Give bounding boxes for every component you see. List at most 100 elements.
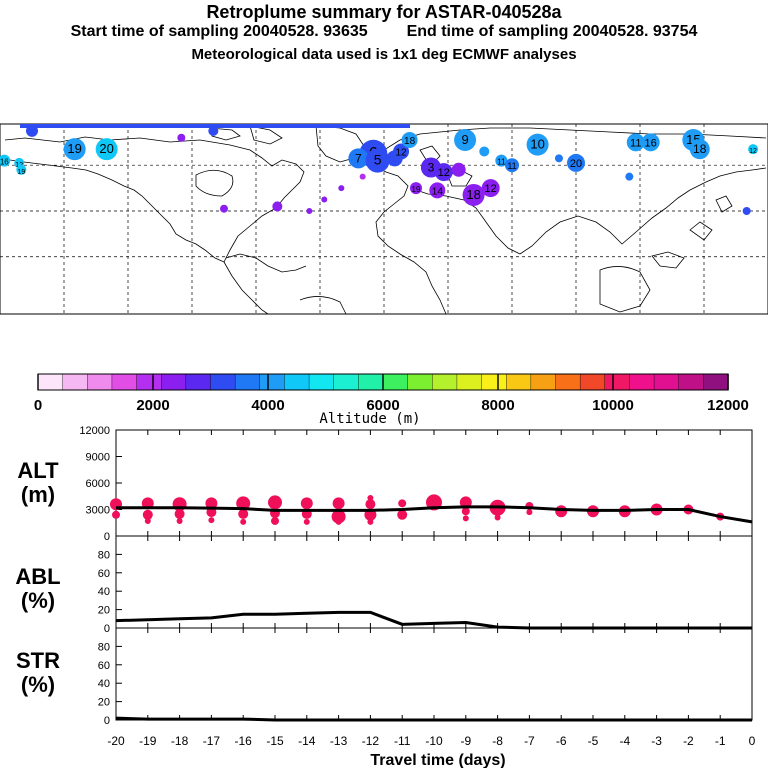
x-tick-label: -12 bbox=[362, 734, 380, 748]
map-point bbox=[505, 158, 519, 173]
map-point bbox=[401, 132, 418, 149]
y-tick-label: 0 bbox=[104, 623, 110, 635]
alt-marker bbox=[332, 497, 345, 510]
alt-marker bbox=[112, 510, 120, 519]
map-point-label: 19 bbox=[17, 169, 25, 176]
map-point bbox=[410, 182, 422, 195]
map-point bbox=[554, 154, 563, 163]
map-point bbox=[365, 148, 390, 173]
alt-marker bbox=[335, 518, 342, 525]
map-point-label: 18 bbox=[404, 136, 416, 147]
y-tick-label: 3000 bbox=[86, 505, 110, 517]
colorbar-tick-label: 6000 bbox=[366, 397, 399, 414]
alt-marker bbox=[331, 509, 346, 524]
colorbar-label: Altitude (m) bbox=[319, 411, 420, 427]
colorbar-cell bbox=[259, 373, 286, 391]
panel-frame bbox=[115, 627, 753, 721]
x-tick-label: -18 bbox=[171, 734, 189, 748]
time-series-panels: 0 3000 6000 9000 12000 0 20 40 60 80 0 20 40 60 80 -… bbox=[15, 425, 755, 768]
map-point bbox=[0, 154, 11, 167]
x-tick-label: -10 bbox=[425, 734, 443, 748]
x-tick-label: -5 bbox=[588, 734, 599, 748]
alt-marker bbox=[271, 516, 279, 525]
alt-marker bbox=[461, 507, 470, 516]
colorbar-tick-label: 10000 bbox=[592, 397, 634, 414]
map-point bbox=[338, 185, 345, 192]
abl-panel-unit: (%) bbox=[21, 588, 55, 613]
alt-marker bbox=[494, 514, 501, 521]
map-point-label: 11 bbox=[497, 158, 506, 167]
x-tick-label: -1 bbox=[715, 734, 726, 748]
colorbar-tick-label: 2000 bbox=[136, 397, 169, 414]
alt-marker bbox=[300, 497, 313, 510]
series-line bbox=[115, 716, 752, 722]
colorbar-cell bbox=[481, 373, 507, 391]
map-point-label: 16 bbox=[0, 158, 9, 167]
map-point-label: 12 bbox=[485, 183, 497, 195]
colorbar-cell bbox=[161, 373, 187, 391]
map-point bbox=[16, 164, 27, 175]
alt-marker bbox=[240, 518, 247, 525]
colorbar-cell bbox=[37, 373, 64, 391]
alt-marker bbox=[142, 509, 153, 520]
map-point-label: 11 bbox=[630, 137, 641, 149]
map-point bbox=[479, 146, 490, 157]
map-point bbox=[481, 179, 500, 198]
map-point bbox=[495, 154, 508, 167]
x-tick-label: -15 bbox=[266, 734, 284, 748]
colorbar-cell bbox=[284, 373, 310, 391]
alt-marker bbox=[398, 499, 407, 508]
x-tick-label: -19 bbox=[139, 734, 157, 748]
map-point bbox=[359, 173, 366, 180]
x-tick-label: -14 bbox=[298, 734, 316, 748]
start-time-label: Start time of sampling 20040528. 93635 bbox=[70, 23, 368, 40]
map-point bbox=[742, 206, 751, 215]
map-point bbox=[454, 129, 477, 152]
map-point bbox=[306, 207, 313, 214]
map-point bbox=[451, 162, 466, 177]
map-point bbox=[526, 133, 549, 156]
colorbar-cells bbox=[37, 373, 729, 391]
x-tick-label: 0 bbox=[749, 734, 756, 748]
map-point bbox=[689, 139, 710, 160]
altitude-colorbar: 0 2000 4000 6000 8000 10000 12000 Altitude (m) bbox=[34, 373, 749, 427]
map-point-label: 18 bbox=[466, 187, 480, 202]
colorbar-cell bbox=[506, 373, 532, 391]
y-tick-label: 0 bbox=[104, 531, 110, 543]
alt-marker bbox=[236, 496, 251, 511]
x-tick-label: -9 bbox=[460, 734, 471, 748]
colorbar-cell bbox=[555, 373, 581, 391]
colorbar-tick-label: 0 bbox=[34, 397, 42, 414]
colorbar-tick-label: 4000 bbox=[251, 397, 284, 414]
x-tick-label: -7 bbox=[524, 734, 535, 748]
x-axis-label: Travel time (days) bbox=[370, 752, 505, 768]
y-tick-label: 20 bbox=[98, 697, 110, 709]
x-tick-label: -6 bbox=[556, 734, 567, 748]
y-tick-label: 80 bbox=[98, 549, 110, 561]
x-tick-label: -8 bbox=[492, 734, 503, 748]
x-axis: -20 -19 -18 -17 -16 -15 -14 -13 -12 -11 -10 -9 -8 -7-… bbox=[107, 734, 755, 748]
x-tick-label: -20 bbox=[107, 734, 125, 748]
colorbar-cell bbox=[382, 373, 409, 391]
colorbar-cell bbox=[629, 373, 655, 391]
colorbar-ticks: 0 2000 4000 6000 8000 10000 12000 bbox=[34, 374, 749, 414]
map-point bbox=[434, 163, 453, 182]
colorbar-cell bbox=[456, 373, 483, 391]
map-point bbox=[429, 182, 446, 199]
map-point-label: 12 bbox=[438, 167, 450, 179]
colorbar-tick-label: 8000 bbox=[481, 397, 514, 414]
sampling-times: Start time of sampling 20040528. 93635 E… bbox=[0, 23, 768, 41]
colorbar-cell bbox=[579, 373, 606, 391]
x-tick-label: -16 bbox=[235, 734, 253, 748]
y-tick-label: 80 bbox=[98, 641, 110, 653]
map-point-label: 16 bbox=[645, 137, 657, 149]
map-point bbox=[462, 183, 485, 206]
y-tick-label: 0 bbox=[104, 715, 110, 727]
alt-marker bbox=[176, 517, 183, 524]
colorbar-cell bbox=[308, 373, 335, 391]
alt-marker bbox=[365, 499, 376, 510]
abl-panel-name: ABL bbox=[15, 564, 60, 589]
colorbar-cell bbox=[703, 373, 729, 391]
colorbar-tick-label: 12000 bbox=[707, 397, 749, 414]
